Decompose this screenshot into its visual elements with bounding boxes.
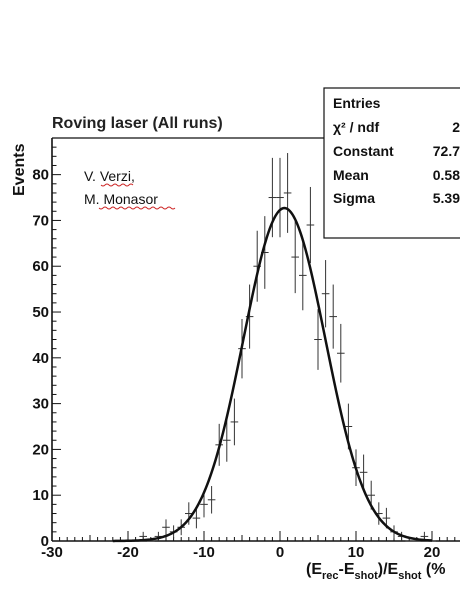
x-tick-label: -30: [41, 544, 63, 561]
y-axis-label: Events: [11, 143, 28, 196]
data-point: [192, 507, 201, 529]
data-point: [337, 323, 345, 383]
stats-value: 2: [452, 119, 460, 135]
data-point: [200, 491, 208, 518]
y-tick-label: 10: [32, 487, 49, 504]
data-point: [291, 221, 299, 294]
x-tick-label: -10: [193, 544, 215, 561]
annotation-line-2: M. Monasor: [84, 191, 158, 207]
y-tick-label: 50: [32, 304, 49, 321]
stats-value: 72.7: [433, 143, 460, 159]
stats-box-frame: [323, 87, 460, 239]
data-point: [230, 398, 239, 446]
gaussian-fit-line: [112, 206, 433, 543]
data-point: [299, 240, 307, 311]
author-annotation: V. Verzi, M. Monasor: [84, 168, 176, 210]
data-point: [223, 418, 231, 462]
y-tick-label: 60: [32, 258, 49, 275]
y-tick-label: 80: [32, 167, 49, 184]
stats-value: 0.58: [433, 167, 460, 183]
data-point: [321, 260, 330, 328]
x-tick-label: -20: [117, 544, 139, 561]
y-tick-label: 0: [41, 533, 49, 550]
stats-rows: Entries χ² / ndf 2 Constant 72.7 Mean 0.58 Sigm…: [333, 95, 460, 206]
stats-label: Entries: [333, 95, 381, 111]
spellcheck-underline-2: [98, 206, 176, 210]
y-tick-label: 40: [32, 350, 49, 367]
y-tick-label: 30: [32, 396, 49, 413]
x-axis-label: (Erec-Eshot)/Eshot (%: [306, 561, 445, 582]
data-point: [329, 284, 337, 349]
stats-label: Constant: [333, 143, 394, 159]
data-point: [314, 309, 322, 370]
axis-ticks: 0 10 20 30 40 50 60 70 80 -30 -20 -10 0 10 20: [32, 137, 456, 561]
data-point: [306, 186, 315, 264]
data-point: [207, 486, 216, 514]
stats-box: Entries χ² / ndf 2 Constant 72.7 Mean 0.58 Sigm…: [323, 87, 460, 239]
x-tick-label: 20: [424, 544, 441, 561]
data-point: [283, 153, 292, 233]
y-tick-label: 70: [32, 212, 49, 229]
y-tick-label: 20: [32, 441, 49, 458]
spellcheck-underline-1: [100, 183, 134, 187]
chart-title: Roving laser (All runs): [52, 115, 223, 132]
stats-label: χ² / ndf: [333, 119, 379, 135]
stats-label: Sigma: [333, 190, 375, 206]
data-point: [359, 454, 368, 491]
stats-value: 5.39: [433, 190, 460, 206]
stats-label: Mean: [333, 167, 369, 183]
data-point: [162, 519, 170, 536]
x-tick-label: 10: [348, 544, 365, 561]
annotation-line-1: V. Verzi,: [84, 168, 135, 184]
x-tick-label: 0: [276, 544, 284, 561]
data-point: [276, 157, 284, 238]
